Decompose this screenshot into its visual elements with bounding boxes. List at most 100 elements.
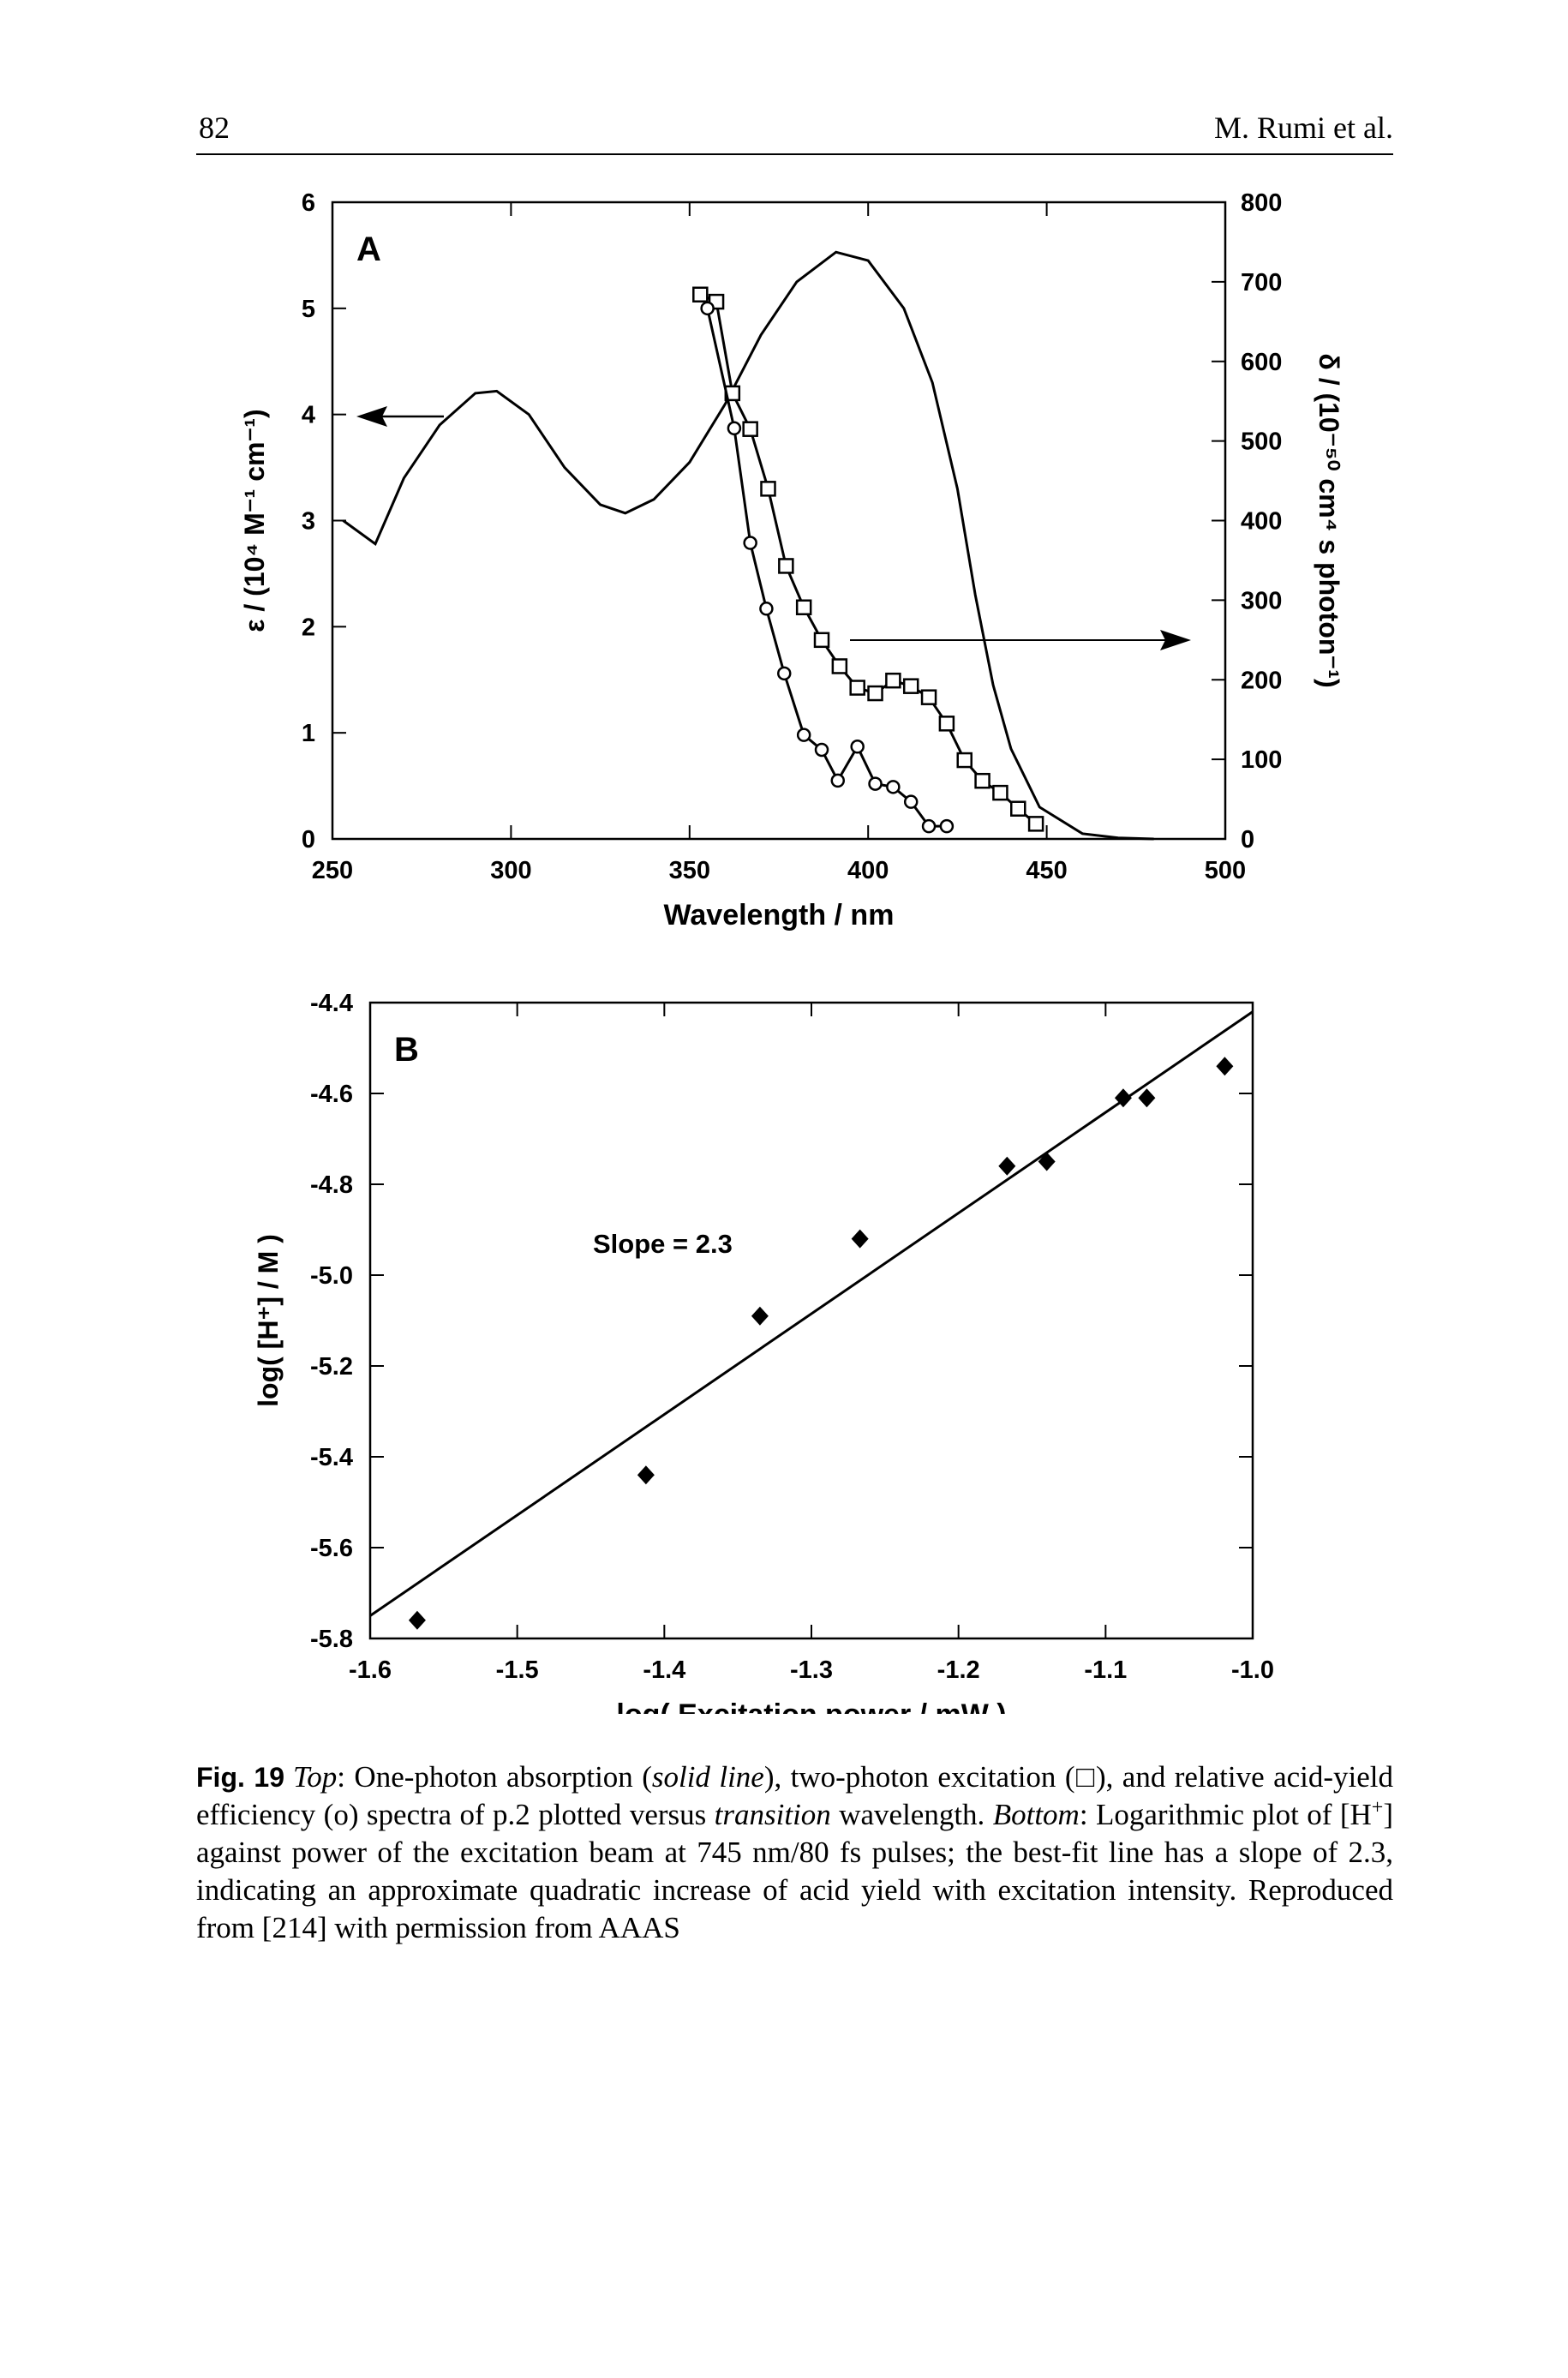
- y2-tick-label: 700: [1241, 269, 1282, 297]
- x-tick-label: 300: [490, 857, 531, 884]
- x-tick-label: -1.6: [349, 1656, 392, 1684]
- square-marker: [795, 599, 812, 615]
- square-marker: [938, 716, 955, 732]
- panel-label: A: [356, 231, 381, 268]
- caption: Fig. 19 Top: One-photon absorption (solid…: [196, 1758, 1393, 1947]
- square-marker: [778, 558, 794, 574]
- y-tick-label: -5.8: [310, 1626, 353, 1653]
- caption-text: transition: [714, 1798, 831, 1831]
- caption-text: +: [1371, 1796, 1384, 1819]
- square-marker: [692, 286, 709, 302]
- diamond-marker: [637, 1465, 655, 1485]
- circle-marker: [830, 773, 846, 788]
- circle-marker: [850, 740, 865, 754]
- circle-marker: [777, 666, 792, 681]
- y-tick-label: -5.4: [310, 1444, 353, 1471]
- annotation: Slope = 2.3: [593, 1229, 733, 1259]
- y-tick-label: -4.6: [310, 1081, 353, 1108]
- y-tick-label: -5.0: [310, 1262, 353, 1290]
- y2-axis-label: δ / (10⁻⁵⁰ cm⁴ s photon⁻¹): [1314, 353, 1344, 687]
- x-tick-label: -1.2: [937, 1656, 980, 1684]
- running-head: M. Rumi et al.: [1214, 111, 1393, 145]
- circle-marker: [743, 536, 757, 550]
- y2-tick-label: 300: [1241, 587, 1282, 614]
- y-tick-label: 2: [302, 614, 315, 641]
- x-tick-label: 350: [669, 857, 710, 884]
- x-tick-label: -1.5: [496, 1656, 539, 1684]
- x-axis-label: Wavelength / nm: [664, 899, 895, 931]
- y2-tick-label: 800: [1241, 189, 1282, 217]
- x-tick-label: -1.4: [643, 1656, 685, 1684]
- circle-marker: [939, 818, 955, 834]
- caption-text: solid line: [651, 1760, 764, 1794]
- diamond-marker: [851, 1229, 869, 1249]
- caption-text: ), two-photon excitation (□), and relati…: [196, 1760, 1394, 1831]
- caption-text: : One-photon absorption (: [337, 1760, 652, 1794]
- diamond-marker: [1038, 1152, 1056, 1171]
- diamond-marker: [751, 1306, 769, 1326]
- y-tick-label: -5.2: [310, 1353, 353, 1381]
- square-marker: [867, 685, 883, 702]
- circle-marker: [921, 818, 937, 834]
- arrow-head: [356, 406, 387, 427]
- data-line: [369, 1010, 1254, 1617]
- y-axis-label: log( [H⁺] / M ): [253, 1234, 284, 1407]
- y2-tick-label: 400: [1241, 508, 1282, 536]
- square-marker: [760, 481, 776, 497]
- square-marker: [974, 772, 990, 789]
- figure: 250 300 350 400 450 500 0 1 2 3 4 5 6 0 100 200 300 400 50…: [239, 189, 1344, 1714]
- circle-marker: [759, 602, 774, 616]
- square-marker: [813, 632, 830, 649]
- diamond-marker: [408, 1610, 426, 1630]
- y2-tick-label: 600: [1241, 349, 1282, 376]
- x-tick-label: 450: [1026, 857, 1067, 884]
- data-line: [342, 250, 1154, 841]
- square-marker: [1027, 816, 1044, 832]
- square-marker: [992, 784, 1008, 801]
- y-tick-label: -4.4: [310, 990, 353, 1017]
- square-marker: [920, 689, 937, 705]
- square-marker: [831, 658, 848, 674]
- square-marker: [1010, 800, 1026, 817]
- data-line: [699, 293, 1038, 825]
- x-tick-label: 500: [1205, 857, 1246, 884]
- caption-label: Fig. 19: [196, 1762, 285, 1793]
- y-tick-label: -4.8: [310, 1171, 353, 1199]
- plot-frame: [331, 201, 1227, 841]
- caption-text: : Logarithmic plot of [H: [1079, 1798, 1372, 1831]
- square-marker: [902, 678, 919, 694]
- circle-marker: [903, 794, 919, 809]
- diamond-marker: [1216, 1057, 1234, 1076]
- square-marker: [849, 680, 865, 696]
- square-marker: [885, 672, 901, 689]
- circle-marker: [700, 301, 715, 316]
- circle-marker: [727, 421, 742, 436]
- y-tick-label: 0: [302, 826, 315, 854]
- y2-tick-label: 200: [1241, 667, 1282, 694]
- panel-label: B: [394, 1031, 419, 1069]
- circle-marker: [868, 776, 883, 791]
- square-marker: [956, 752, 973, 769]
- page-number: 82: [199, 111, 230, 145]
- y2-tick-label: 100: [1241, 746, 1282, 774]
- diamond-marker: [1138, 1088, 1156, 1108]
- x-tick-label: -1.0: [1231, 1656, 1274, 1684]
- y-tick-label: 4: [302, 402, 315, 429]
- diamond-marker: [998, 1156, 1016, 1176]
- x-tick-label: -1.1: [1084, 1656, 1127, 1684]
- y-tick-label: 3: [302, 508, 315, 536]
- caption-text: ] against power of the excitation beam a…: [196, 1798, 1393, 1944]
- y-tick-label: -5.6: [310, 1535, 353, 1562]
- arrow-head: [1160, 630, 1191, 650]
- y-tick-label: 1: [302, 720, 315, 747]
- x-tick-label: 250: [312, 857, 353, 884]
- caption-text: wavelength.: [830, 1798, 993, 1831]
- caption-text: Bottom: [992, 1798, 1080, 1831]
- x-tick-label: 400: [847, 857, 889, 884]
- square-marker: [742, 421, 758, 437]
- y2-tick-label: 500: [1241, 428, 1282, 456]
- caption-text: Top: [293, 1760, 338, 1794]
- circle-marker: [814, 742, 829, 758]
- y-axis-label: ε / (10⁴ M⁻¹ cm⁻¹): [239, 409, 270, 632]
- circle-marker: [886, 780, 901, 794]
